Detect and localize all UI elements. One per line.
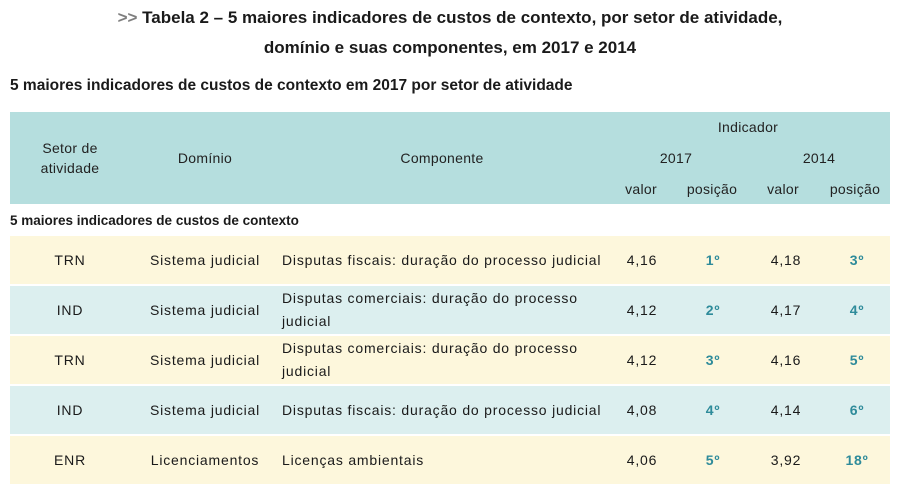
header-setor: Setor de atividade [10, 112, 130, 204]
header-indicador: Indicador [606, 112, 890, 142]
cell-valor-2014: 4,18 [770, 252, 802, 268]
cell-posicao-2017: 4º [705, 402, 721, 418]
header-valor-2014: valor [748, 174, 818, 204]
cell-posicao-2017: 3º [705, 352, 721, 368]
cell-posicao-2014: 3º [849, 252, 865, 268]
header-dominio: Domínio [132, 112, 278, 204]
cell-dominio: Licenciamentos [150, 452, 260, 468]
cell-posicao-2017: 2º [705, 302, 721, 318]
cell-setor: IND [56, 302, 84, 318]
cell-componente: Disputas comerciais: duração do processo… [282, 340, 578, 379]
header-posicao-2014: posição [820, 174, 890, 204]
header-year-2014: 2014 [748, 144, 890, 172]
cell-posicao-2014: 18º [845, 452, 869, 468]
table-row: IND Sistema judicial Disputas comerciais… [10, 286, 890, 334]
header-componente: Componente [280, 112, 604, 204]
cell-setor: TRN [54, 352, 86, 368]
cell-posicao-2017: 5º [705, 452, 721, 468]
cell-dominio: Sistema judicial [149, 402, 261, 418]
cell-componente: Disputas comerciais: duração do processo… [282, 290, 578, 329]
cell-valor-2017: 4,12 [626, 302, 658, 318]
cell-setor: TRN [54, 252, 86, 268]
table-title-line-1: >> Tabela 2 – 5 maiores indicadores de c… [0, 8, 900, 28]
cell-dominio: Sistema judicial [149, 352, 261, 368]
table-row: IND Sistema judicial Disputas fiscais: d… [10, 386, 890, 434]
table-subtitle: 5 maiores indicadores de custos de conte… [10, 77, 573, 94]
cell-posicao-2017: 1º [705, 252, 721, 268]
cell-posicao-2014: 6º [849, 402, 865, 418]
header-posicao-2017: posição [678, 174, 746, 204]
header-valor-2017: valor [606, 174, 676, 204]
section-label: 5 maiores indicadores de custos de conte… [10, 213, 299, 228]
cell-componente: Disputas fiscais: duração do processo ju… [282, 251, 602, 268]
cell-valor-2017: 4,06 [626, 452, 658, 468]
cell-dominio: Sistema judicial [149, 252, 261, 268]
table-row: TRN Sistema judicial Disputas comerciais… [10, 336, 890, 384]
table-row: TRN Sistema judicial Disputas fiscais: d… [10, 236, 890, 284]
cell-dominio: Sistema judicial [149, 302, 261, 318]
table-title-line-2: domínio e suas componentes, em 2017 e 20… [263, 38, 637, 57]
cell-valor-2014: 4,17 [770, 302, 802, 318]
cell-valor-2017: 4,16 [626, 252, 658, 268]
cell-posicao-2014: 4º [849, 302, 865, 318]
cell-componente: Licenças ambientais [282, 451, 425, 468]
header-year-2017: 2017 [606, 144, 746, 172]
title-text-1: Tabela 2 – 5 maiores indicadores de cust… [142, 8, 783, 27]
cell-setor: ENR [54, 452, 86, 468]
cell-valor-2014: 4,14 [770, 402, 802, 418]
header-setor-line1: Setor de [42, 140, 98, 156]
cell-valor-2017: 4,12 [626, 352, 658, 368]
cell-valor-2014: 3,92 [770, 452, 802, 468]
cell-posicao-2014: 5º [849, 352, 865, 368]
header-setor-line2: atividade [40, 160, 100, 176]
table-row: ENR Licenciamentos Licenças ambientais 4… [10, 436, 890, 484]
cell-valor-2014: 4,16 [770, 352, 802, 368]
title-arrow: >> [117, 8, 138, 27]
cell-componente: Disputas fiscais: duração do processo ju… [282, 401, 602, 418]
cell-setor: IND [56, 402, 84, 418]
cell-valor-2017: 4,08 [626, 402, 658, 418]
